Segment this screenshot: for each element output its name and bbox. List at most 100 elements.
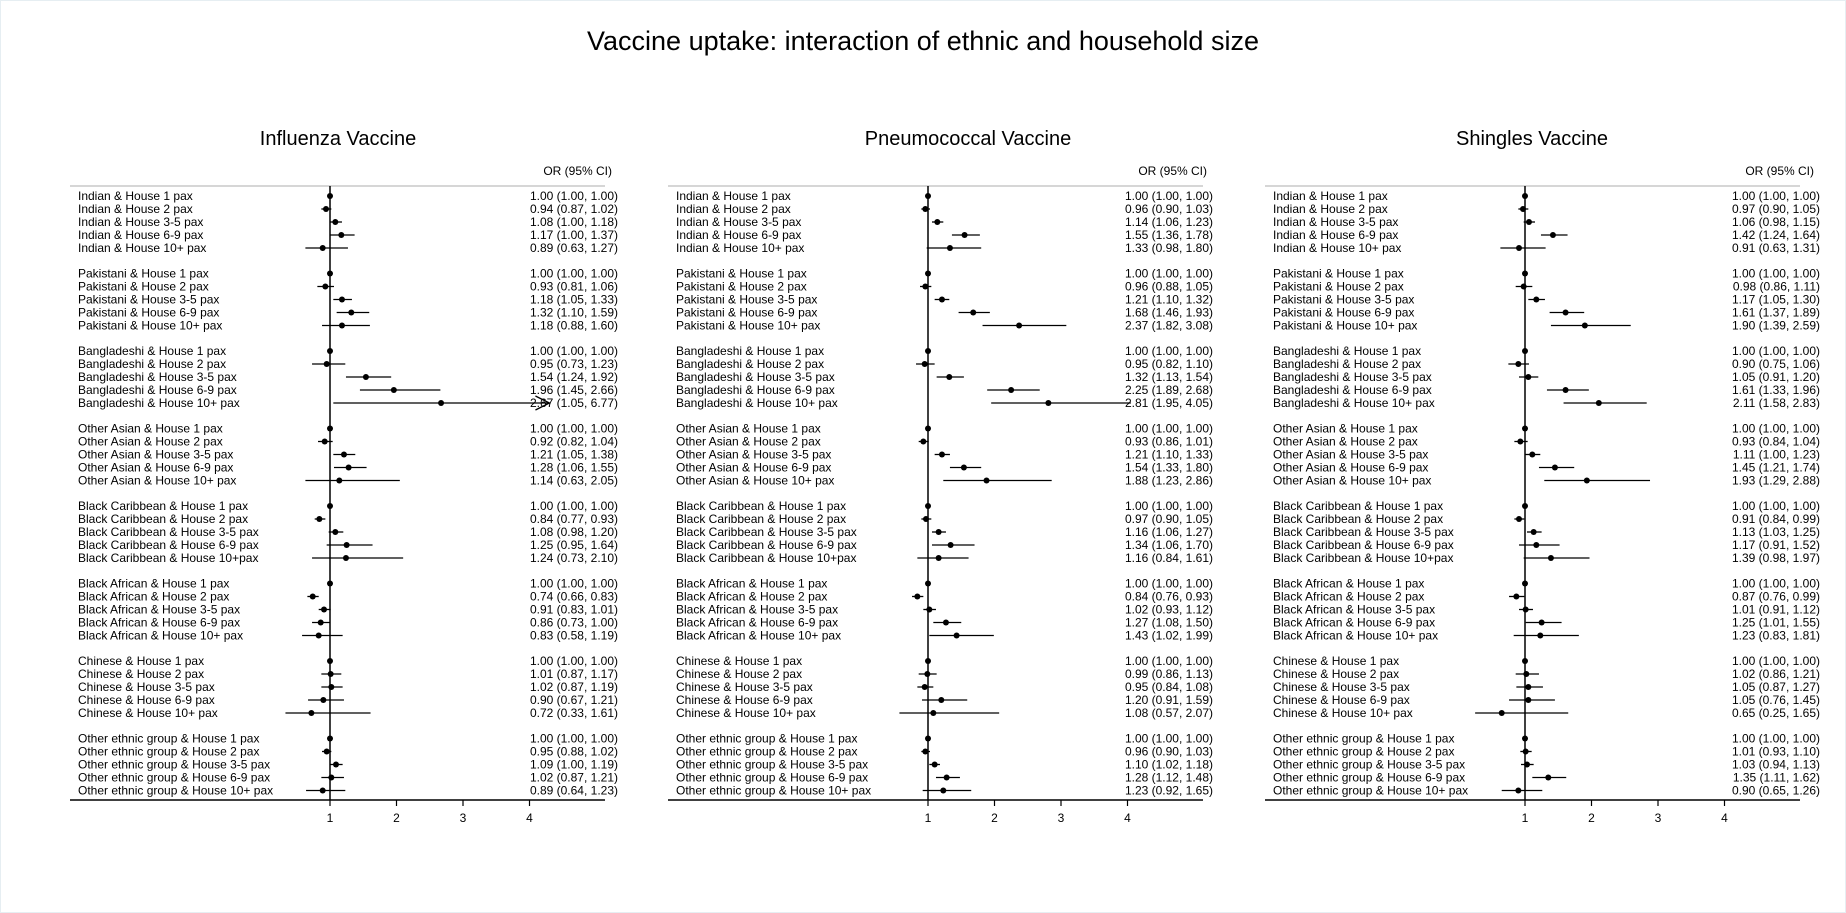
or-ci-text: 1.25 (0.95, 1.64) (530, 538, 618, 552)
row-label: Other Asian & House 3-5 pax (1273, 448, 1428, 462)
row-label: Pakistani & House 1 pax (78, 267, 209, 281)
point-estimate (343, 542, 350, 548)
point-estimate (953, 632, 960, 639)
point-estimate (921, 361, 928, 367)
point-estimate (922, 206, 929, 212)
row-label: Other Asian & House 10+ pax (78, 474, 236, 488)
row-label: Other Asian & House 1 pax (676, 422, 821, 436)
row-label: Indian & House 10+ pax (1273, 241, 1401, 255)
row-label: Pakistani & House 3-5 pax (676, 293, 817, 307)
point-estimate (943, 774, 950, 781)
row-label: Black African & House 10+ pax (78, 629, 243, 643)
point-estimate (1562, 387, 1569, 393)
panel-title: Pneumococcal Vaccine (865, 128, 1071, 150)
row-label: Pakistani & House 6-9 pax (1273, 306, 1414, 320)
or-ci-text: 1.05 (0.76, 1.45) (1732, 693, 1820, 707)
row-label: Chinese & House 2 pax (676, 667, 802, 681)
or-ci-text: 1.20 (0.91, 1.59) (1125, 693, 1213, 707)
point-estimate (327, 503, 333, 509)
or-ci-text: 1.00 (1.00, 1.00) (1125, 732, 1213, 746)
row-label: Black Caribbean & House 3-5 pax (78, 525, 259, 539)
or-ci-text: 1.14 (1.06, 1.23) (1125, 215, 1213, 229)
or-ci-text: 0.95 (0.84, 1.08) (1125, 680, 1213, 694)
or-ci-text: 1.05 (0.87, 1.27) (1732, 680, 1820, 694)
or-ci-text: 0.97 (0.90, 1.05) (1125, 512, 1213, 526)
or-ci-text: 1.00 (1.00, 1.00) (1125, 577, 1213, 591)
row-label: Indian & House 1 pax (676, 189, 791, 203)
row-label: Black Caribbean & House 2 pax (78, 512, 248, 526)
or-ci-text: 2.11 (1.58, 2.83) (1733, 396, 1820, 410)
row-label: Other Asian & House 3-5 pax (78, 448, 233, 462)
point-estimate (309, 593, 316, 600)
or-ci-text: 0.89 (0.63, 1.27) (530, 241, 618, 255)
row-label: Chinese & House 10+ pax (78, 706, 218, 720)
point-estimate (342, 555, 349, 561)
row-label: Black Caribbean & House 10+pax (676, 551, 856, 565)
row-label: Indian & House 6-9 pax (78, 228, 203, 242)
or-ci-text: 0.74 (0.66, 0.83) (530, 590, 618, 604)
row-label: Other ethnic group & House 1 pax (676, 732, 857, 746)
row-label: Bangladeshi & House 10+ pax (676, 396, 838, 410)
row-label: Other ethnic group & House 3-5 pax (1273, 758, 1465, 772)
or-ci-text: 1.00 (1.00, 1.00) (1732, 189, 1820, 203)
point-estimate (340, 451, 347, 458)
or-ci-text: 1.34 (1.06, 1.70) (1125, 538, 1213, 552)
or-ci-text: 1.17 (1.05, 1.30) (1732, 293, 1820, 307)
point-estimate (1516, 516, 1523, 522)
point-estimate (1520, 206, 1527, 212)
or-ci-text: 0.87 (0.76, 0.99) (1732, 590, 1820, 604)
point-estimate (320, 697, 327, 703)
x-tick-label: 4 (1124, 811, 1131, 825)
or-ci-text: 1.54 (1.33, 1.80) (1125, 461, 1213, 475)
row-label: Black African & House 6-9 pax (676, 616, 838, 630)
ci-arrow-icon (535, 395, 551, 411)
or-ci-text: 0.93 (0.81, 1.06) (530, 280, 618, 294)
or-ci-text: 1.33 (0.98, 1.80) (1125, 241, 1213, 255)
row-label: Other Asian & House 10+ pax (676, 474, 834, 488)
point-estimate (321, 438, 328, 445)
row-label: Other ethnic group & House 10+ pax (1273, 784, 1468, 798)
or-ci-text: 0.93 (0.84, 1.04) (1732, 435, 1820, 449)
point-estimate (348, 309, 355, 316)
or-ci-text: 1.00 (1.00, 1.00) (1732, 499, 1820, 513)
or-ci-text: 1.35 (1.11, 1.62) (1733, 771, 1820, 785)
row-label: Pakistani & House 1 pax (676, 267, 807, 281)
point-estimate (922, 748, 929, 755)
x-tick-label: 4 (526, 811, 533, 825)
or-ci-text: 0.96 (0.88, 1.05) (1125, 280, 1213, 294)
or-ci-text: 2.37 (1.82, 3.08) (1125, 319, 1213, 333)
row-label: Other ethnic group & House 10+ pax (78, 784, 273, 798)
or-ci-text: 1.14 (0.63, 2.05) (530, 474, 618, 488)
or-ci-text: 1.06 (0.98, 1.15) (1732, 215, 1820, 229)
or-ci-text: 1.09 (1.00, 1.19) (530, 758, 618, 772)
point-estimate (1016, 322, 1023, 329)
row-label: Black African & House 3-5 pax (676, 603, 838, 617)
row-label: Chinese & House 10+ pax (676, 706, 816, 720)
or-ci-text: 2.81 (1.95, 4.05) (1125, 396, 1213, 410)
row-label: Pakistani & House 3-5 pax (78, 293, 219, 307)
or-ci-text: 0.96 (0.90, 1.03) (1125, 202, 1213, 216)
point-estimate (1562, 309, 1569, 316)
point-estimate (327, 193, 333, 199)
or-ci-text: 0.84 (0.77, 0.93) (530, 512, 618, 526)
point-estimate (1498, 710, 1505, 716)
point-estimate (345, 464, 352, 471)
point-estimate (338, 322, 345, 329)
row-label: Other Asian & House 6-9 pax (78, 461, 233, 475)
figure-title: Vaccine uptake: interaction of ethnic an… (587, 26, 1259, 56)
or-ci-text: 0.94 (0.87, 1.02) (530, 202, 618, 216)
point-estimate (332, 761, 339, 768)
or-ci-text: 1.01 (0.87, 1.17) (530, 667, 618, 681)
point-estimate (923, 516, 930, 522)
or-ci-text: 1.88 (1.23, 2.86) (1125, 474, 1213, 488)
or-ci-text: 0.91 (0.63, 1.31) (1732, 241, 1820, 255)
row-label: Bangladeshi & House 10+ pax (78, 396, 240, 410)
point-estimate (926, 606, 933, 613)
point-estimate (920, 438, 927, 445)
row-label: Indian & House 2 pax (676, 202, 791, 216)
point-estimate (1525, 697, 1532, 703)
row-label: Other Asian & House 2 pax (78, 435, 223, 449)
row-label: Black Caribbean & House 2 pax (1273, 512, 1443, 526)
or-ci-text: 1.00 (1.00, 1.00) (1125, 189, 1213, 203)
